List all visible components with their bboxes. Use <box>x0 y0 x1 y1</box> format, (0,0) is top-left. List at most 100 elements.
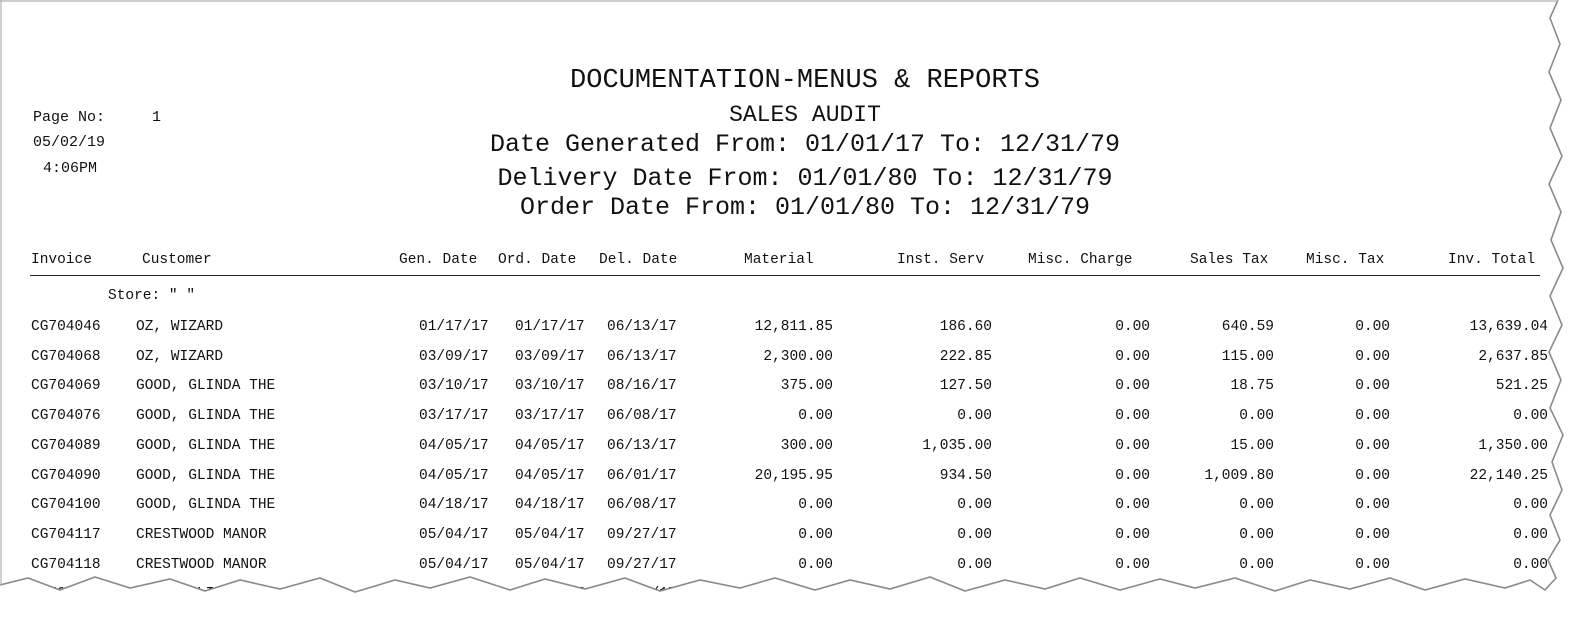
header-del-date: Del. Date <box>599 252 678 268</box>
cell-sales-tax: 640.59 <box>1221 319 1274 335</box>
cell-ord-date: 05/09/17 <box>515 586 585 603</box>
print-time: 4:06PM <box>43 160 98 177</box>
cell-material: 2,300.00 <box>763 348 833 365</box>
cell-inst-serv: 0.00 <box>957 497 992 514</box>
cell-invoice: CG704090 <box>31 467 101 484</box>
cell-invoice: CG704117 <box>31 526 101 543</box>
cell-gen-date: 03/09/17 <box>419 348 489 365</box>
cell-misc-tax: 0.00 <box>1355 497 1390 514</box>
table-row: CG704118 CRESTWOOD MANOR 05/04/17 05/04/17 0… <box>0 557 1595 587</box>
cell-misc-tax: 0.00 <box>1355 378 1390 395</box>
cell-material: 0.00 <box>798 408 833 425</box>
cell-invoice: CG704068 <box>31 348 101 365</box>
store-label: Store: " " <box>108 288 196 304</box>
cell-ord-date: 03/17/17 <box>515 408 585 425</box>
cell-inv-total: 521.25 <box>1495 378 1548 395</box>
header-misc-tax: Misc. Tax <box>1306 252 1385 268</box>
cell-del-date: 06/13/17 <box>607 319 677 335</box>
cell-inst-serv: 0.00 <box>957 556 992 573</box>
cell-gen-date: 04/18/17 <box>419 497 489 514</box>
cell-material: 20,195.95 <box>754 467 833 484</box>
order-date-range: Order Date From: 01/01/80 To: 12/31/79 <box>519 193 1091 222</box>
table-row: CG704076 GOOD, GLINDA THE 03/17/17 03/17/17… <box>0 408 1595 438</box>
cell-inst-serv: 0.00 <box>957 408 992 425</box>
cell-sales-tax: 18.75 <box>1230 378 1274 395</box>
header-ord-date: Ord. Date <box>498 252 577 268</box>
cell-misc-tax: 0.00 <box>1355 467 1390 484</box>
cell-misc-charge: 0.00 <box>1115 437 1150 454</box>
cell-inst-serv: 1,035.00 <box>922 437 992 454</box>
header-material: Material <box>744 252 814 268</box>
cell-del-date: 08/16/17 <box>607 378 677 395</box>
cell-del-date: 06/08/17 <box>607 497 677 514</box>
cell-sales-tax: 0.00 <box>1239 526 1274 543</box>
cell-inv-total: 22,140.25 <box>1469 467 1548 484</box>
cell-invoice: CG704089 <box>31 437 101 454</box>
table-row: CG704090 GOOD, GLINDA THE 04/05/17 04/05/17… <box>0 468 1595 498</box>
cell-sales-tax: 0.00 <box>1239 556 1274 573</box>
cell-invoice: CG704069 <box>31 378 101 395</box>
cell-customer: OZ, WIZARD <box>136 348 224 365</box>
header-customer: Customer <box>142 252 212 268</box>
header-inst-serv: Inst. Serv <box>897 252 985 268</box>
cell-inv-total: 13,639.04 <box>1469 319 1548 335</box>
cell-customer: CRESTWOOD MANOR <box>136 556 267 573</box>
date-generated-range: Date Generated From: 01/01/17 To: 12/31/… <box>489 130 1121 159</box>
table-row: CG704117 CRESTWOOD MANOR 05/04/17 05/04/17 0… <box>0 527 1595 557</box>
cell-material: 12,811.85 <box>754 319 833 335</box>
cell-inst-serv: 186.60 <box>939 319 992 335</box>
cell-gen-date: 04/05/17 <box>419 467 489 484</box>
report-name: SALES AUDIT <box>729 102 881 128</box>
cell-inv-total: 0.00 <box>1513 408 1548 425</box>
cell-gen-date: 04/05/17 <box>419 437 489 454</box>
cell-sales-tax: 0.00 <box>1239 497 1274 514</box>
header-inv-total: Inv. Total <box>1448 252 1536 268</box>
cell-ord-date: 01/17/17 <box>515 319 585 335</box>
cell-inst-serv: 222.85 <box>939 348 992 365</box>
cell-del-date: 06/13/17 <box>607 437 677 454</box>
cell-material: 0.00 <box>798 497 833 514</box>
cell-ord-date: 03/10/17 <box>515 378 585 395</box>
cell-material: 375.00 <box>780 378 833 395</box>
cell-ord-date: 04/05/17 <box>515 467 585 484</box>
header-sales-tax: Sales Tax <box>1190 252 1269 268</box>
cell-del-date: 06/13/17 <box>607 586 677 603</box>
cell-inst-serv: 934.50 <box>939 467 992 484</box>
cell-del-date: 06/01/17 <box>607 467 677 484</box>
print-date: 05/02/19 <box>33 134 106 151</box>
header-invoice: Invoice <box>31 252 92 268</box>
cell-sales-tax: 15.00 <box>1230 437 1274 454</box>
cell-misc-charge: 0.00 <box>1115 556 1150 573</box>
cell-ord-date: 05/04/17 <box>515 526 585 543</box>
cell-inv-total: 2,637.85 <box>1478 348 1548 365</box>
cell-misc-charge: 0.00 <box>1115 497 1150 514</box>
cell-invoice: CG704100 <box>31 497 101 514</box>
cell-misc-charge: 0.00 <box>1115 319 1150 335</box>
header-divider <box>30 275 1540 276</box>
cell-material: 0.00 <box>798 526 833 543</box>
cell-misc-charge: 0.00 <box>1115 526 1150 543</box>
cell-gen-date: 05/04/17 <box>419 526 489 543</box>
cell-misc-charge: 0.00 <box>1115 348 1150 365</box>
cell-inv-total: 1,350.00 <box>1478 437 1548 454</box>
cell-ord-date: 03/09/17 <box>515 348 585 365</box>
table-row: CG704089 GOOD, GLINDA THE 04/05/17 04/05/17… <box>0 438 1595 468</box>
cell-customer: GOOD, GLINDA THE <box>136 467 276 484</box>
cell-customer: GOOD, GLINDA THE <box>136 437 276 454</box>
cell-customer: GOOD, GLINDA THE <box>136 586 276 603</box>
cell-ord-date: 04/18/17 <box>515 497 585 514</box>
cell-gen-date: 03/17/17 <box>419 408 489 425</box>
cell-material: 0.00 <box>798 556 833 573</box>
cell-invoice: CG704118 <box>31 556 101 573</box>
cell-misc-tax: 0.00 <box>1355 437 1390 454</box>
cell-ord-date: 04/05/17 <box>515 437 585 454</box>
cell-gen-date: 05/04/17 <box>419 556 489 573</box>
cell-del-date: 09/27/17 <box>607 526 677 543</box>
cell-sales-tax: 115.00 <box>1221 348 1274 365</box>
cell-misc-tax: 0.00 <box>1355 556 1390 573</box>
cell-gen-date: 05/09/17 <box>419 586 489 603</box>
cell-misc-charge: 0.00 <box>1115 408 1150 425</box>
cell-customer: GOOD, GLINDA THE <box>136 378 276 395</box>
cell-inv-total: 0.00 <box>1513 497 1548 514</box>
